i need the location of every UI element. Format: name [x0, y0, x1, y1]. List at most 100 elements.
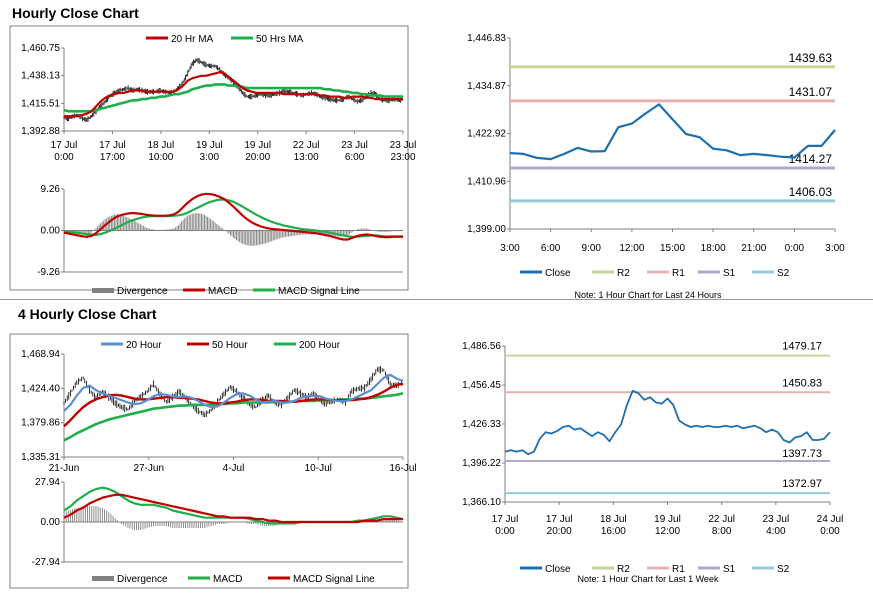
hourly-macd-y-tick-label: 0.00: [41, 226, 61, 237]
hourly-price-x-tick-label: 18 Jul: [148, 140, 175, 151]
ma50-line: [63, 83, 403, 113]
four-hourly-pivot-y-tick-label: 1,486.56: [462, 341, 501, 352]
four-hourly-macd-legend-label: MACD Signal Line: [293, 574, 375, 585]
hourly-price-x-tick-label: 0:00: [54, 152, 74, 163]
four-hourly-pivot-legend-label: S1: [723, 564, 736, 575]
hourly-price-x-tick-label: 10:00: [148, 152, 173, 163]
hourly-price-x-tick-label: 23:00: [390, 152, 415, 163]
hourly-pivot-y-tick-label: 1,399.00: [467, 224, 506, 235]
hourly-price-y-tick-label: 1,392.88: [21, 126, 60, 137]
four-hourly-price-y-tick-label: 1,468.94: [21, 349, 60, 360]
hourly-macd-y-tick-label: -9.26: [37, 267, 60, 278]
four-hourly-price-y-tick-label: 1,424.40: [21, 383, 60, 394]
hourly-price-x-tick-label: 23 Jul: [341, 140, 368, 151]
four-hourly-macd-legend-label: MACD: [213, 574, 242, 585]
four-hourly-r2-label: 1479.17: [782, 341, 822, 353]
hourly-pivot-close-line: [509, 103, 836, 161]
ma20-line: [64, 71, 403, 118]
hourly-pivot-x-tick-label: 12:00: [619, 243, 644, 254]
four-hourly-pivot-close-line: [504, 389, 831, 456]
four-hourly-pivot-y-tick-label: 1,426.33: [462, 419, 501, 430]
four-hourly-price-x-tick-label: 4-Jul: [223, 463, 245, 474]
ma20-hour-line: [63, 373, 404, 412]
four-hourly-pivot-x-tick-label: 17 Jul: [492, 514, 519, 525]
hourly-price-y-tick-label: 1,460.75: [21, 43, 60, 54]
hourly-price-x-tick-label: 3:00: [200, 152, 220, 163]
four-hourly-macd-y-tick-label: 27.94: [35, 477, 60, 488]
hourly-pivot-legend-label: S2: [777, 268, 790, 279]
hourly-r1-label: 1431.07: [789, 85, 833, 99]
four-hourly-s1-label: 1397.73: [782, 448, 822, 460]
hourly-pivot-note: Note: 1 Hour Chart for Last 24 Hours: [574, 290, 722, 300]
four-hourly-pivot-x-tick-label: 0:00: [495, 526, 515, 537]
hourly-pivot-x-tick-label: 18:00: [701, 243, 726, 254]
four-hourly-price-legend-label: 200 Hour: [299, 340, 341, 351]
hourly-macd-line: [63, 192, 403, 241]
hourly-pivot-y-tick-label: 1,422.92: [467, 129, 506, 140]
four-hourly-panel-frame: [9, 333, 409, 589]
hourly-r2-label: 1439.63: [789, 51, 833, 65]
four-hourly-price-y-tick-label: 1,335.31: [21, 452, 60, 463]
four-hourly-macd-legend-label: Divergence: [117, 574, 168, 585]
four-hourly-chart-title: 4 Hourly Close Chart: [18, 306, 157, 322]
four-hourly-pivot-x-tick-label: 20:00: [547, 526, 572, 537]
four-hourly-pivot-legend-label: R2: [617, 564, 630, 575]
hourly-price-x-tick-label: 17 Jul: [51, 140, 78, 151]
hourly-price-legend-label: 20 Hr MA: [171, 34, 214, 45]
hourly-pivot-x-tick-label: 3:00: [825, 243, 845, 254]
hourly-price-legend-label: 50 Hrs MA: [256, 34, 304, 45]
hourly-chart-title: Hourly Close Chart: [12, 5, 139, 21]
hourly-macd-legend-label: Divergence: [117, 286, 168, 297]
hourly-pivot-x-tick-label: 3:00: [500, 243, 520, 254]
hourly-pivot-x-tick-label: 0:00: [785, 243, 805, 254]
four-hourly-macd-legend-swatch: [92, 576, 114, 581]
four-hourly-pivot-x-tick-label: 24 Jul: [817, 514, 844, 525]
four-hourly-macd-y-tick-label: 0.00: [41, 517, 61, 528]
hourly-pivot-x-tick-label: 9:00: [582, 243, 602, 254]
four-hourly-price-y-tick-label: 1,379.86: [21, 418, 60, 429]
hourly-price-y-tick-label: 1,415.51: [21, 98, 60, 109]
four-hourly-price-x-tick-label: 21-Jun: [49, 463, 80, 474]
hourly-price-y-tick-label: 1,438.13: [21, 71, 60, 82]
four-hourly-pivot-note: Note: 1 Hour Chart for Last 1 Week: [578, 574, 719, 584]
hourly-price-x-tick-label: 13:00: [294, 152, 319, 163]
four-hourly-pivot-legend-label: R1: [672, 564, 685, 575]
hourly-pivot-legend-label: R2: [617, 268, 630, 279]
four-hourly-price-x-tick-label: 10-Jul: [305, 463, 332, 474]
four-hourly-pivot-x-tick-label: 0:00: [820, 526, 840, 537]
hourly-pivot-x-tick-label: 15:00: [660, 243, 685, 254]
hourly-price-x-tick-label: 23 Jul: [390, 140, 417, 151]
four-hourly-price-legend-label: 20 Hour: [126, 340, 162, 351]
four-hourly-pivot-y-tick-label: 1,366.10: [462, 497, 501, 508]
hourly-price-x-tick-label: 19 Jul: [244, 140, 271, 151]
four-hourly-s2-label: 1372.97: [782, 478, 822, 490]
hourly-macd-legend-swatch: [92, 288, 114, 293]
four-hourly-pivot-y-tick-label: 1,396.22: [462, 458, 501, 469]
four-hourly-pivot-x-tick-label: 18 Jul: [600, 514, 627, 525]
hourly-price-x-tick-label: 20:00: [245, 152, 270, 163]
hourly-macd-y-tick-label: 9.26: [41, 184, 61, 195]
four-hourly-pivot-y-tick-label: 1,456.45: [462, 380, 501, 391]
section-divider: [0, 299, 873, 300]
four-hourly-pivot-x-tick-label: 16:00: [601, 526, 626, 537]
four-hourly-macd-signal-line: [63, 493, 403, 524]
four-hourly-pivot-x-tick-label: 22 Jul: [708, 514, 735, 525]
hourly-s2-label: 1406.03: [789, 185, 833, 199]
hourly-pivot-y-tick-label: 1,446.83: [467, 33, 506, 44]
hourly-pivot-x-tick-label: 21:00: [741, 243, 766, 254]
four-hourly-price-x-tick-label: 27-Jun: [133, 463, 164, 474]
hourly-pivot-y-tick-label: 1,410.96: [467, 176, 506, 187]
hourly-panel-frame: [9, 25, 409, 291]
four-hourly-price-legend-label: 50 Hour: [212, 340, 248, 351]
four-hourly-pivot-legend-label: Close: [545, 564, 571, 575]
hourly-pivot-legend-label: S1: [723, 268, 736, 279]
hourly-price-x-tick-label: 17:00: [100, 152, 125, 163]
hourly-s1-label: 1414.27: [789, 152, 833, 166]
hourly-pivot-x-tick-label: 6:00: [541, 243, 561, 254]
four-hourly-pivot-x-tick-label: 19 Jul: [654, 514, 681, 525]
four-hourly-price-x-tick-label: 16-Jul: [389, 463, 416, 474]
four-hourly-pivot-x-tick-label: 4:00: [766, 526, 786, 537]
four-hourly-pivot-x-tick-label: 12:00: [655, 526, 680, 537]
